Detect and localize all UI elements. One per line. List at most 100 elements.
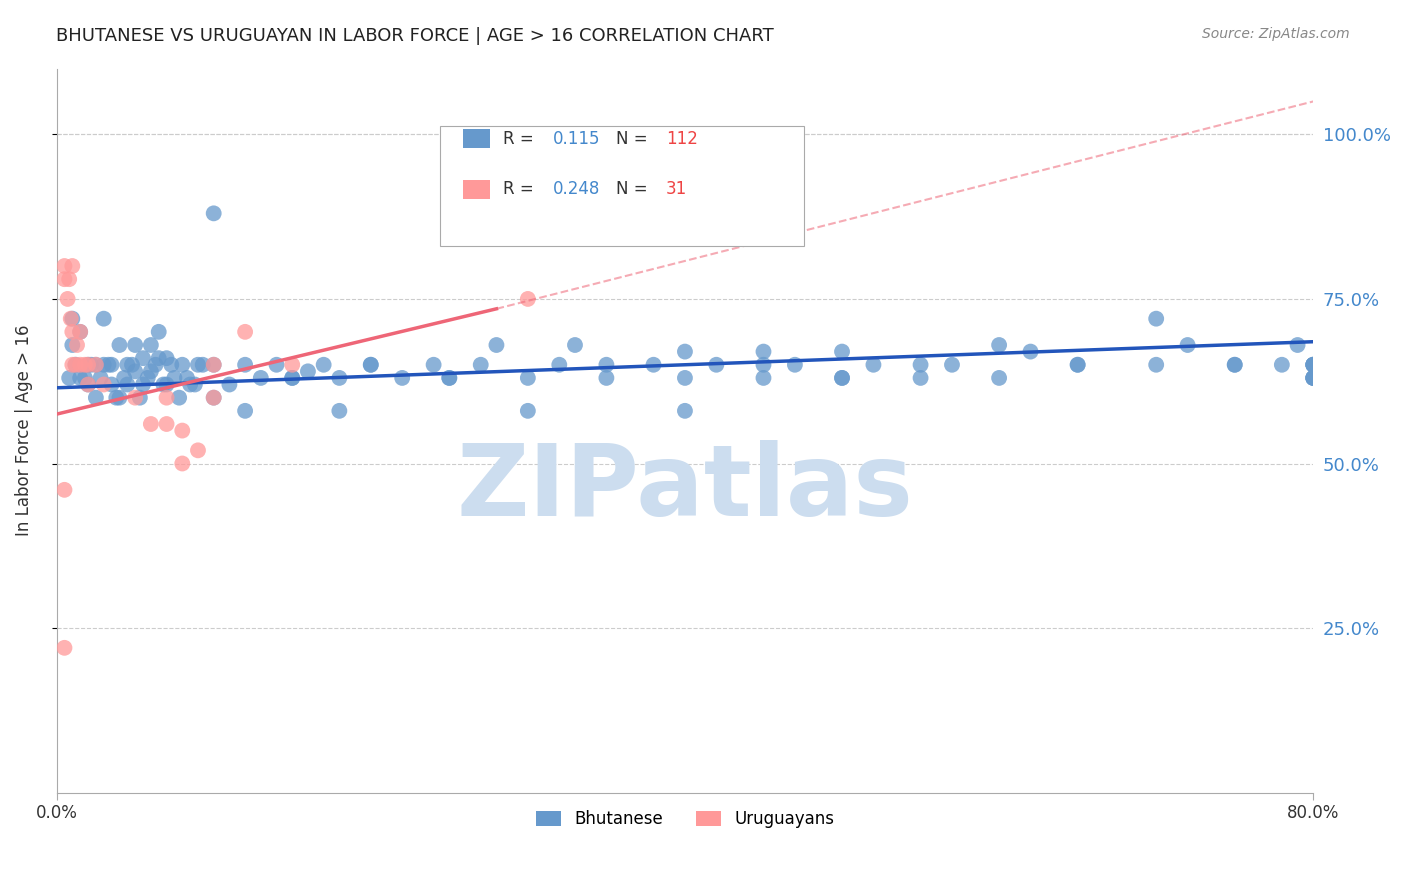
Bhutanese	[1302, 358, 1324, 372]
Bhutanese	[1271, 358, 1294, 372]
Bhutanese	[328, 371, 350, 385]
Bhutanese	[831, 371, 853, 385]
Bhutanese	[1144, 358, 1167, 372]
Bhutanese	[1223, 358, 1246, 372]
Bar	[463, 129, 491, 148]
Legend: Bhutanese, Uruguayans: Bhutanese, Uruguayans	[529, 804, 841, 835]
Bhutanese	[1302, 371, 1324, 385]
Bhutanese	[145, 358, 167, 372]
Bhutanese	[831, 344, 853, 359]
Text: 0.248: 0.248	[553, 180, 600, 198]
Bhutanese	[470, 358, 492, 372]
Uruguayans	[69, 325, 91, 339]
Bhutanese	[595, 371, 617, 385]
Uruguayans	[139, 417, 162, 431]
Bhutanese	[139, 338, 162, 352]
Bhutanese	[128, 391, 150, 405]
Bhutanese	[1177, 338, 1199, 352]
Bhutanese	[752, 358, 775, 372]
Bhutanese	[202, 391, 225, 405]
Uruguayans	[65, 358, 87, 372]
Uruguayans	[187, 443, 209, 458]
Bhutanese	[202, 206, 225, 220]
Bhutanese	[1223, 358, 1246, 372]
Bhutanese	[117, 377, 139, 392]
Uruguayans	[53, 483, 76, 497]
Uruguayans	[53, 640, 76, 655]
Bhutanese	[100, 377, 122, 392]
Bhutanese	[160, 358, 183, 372]
Bhutanese	[117, 358, 139, 372]
Bhutanese	[564, 338, 586, 352]
Bhutanese	[93, 311, 115, 326]
Uruguayans	[172, 424, 194, 438]
Bhutanese	[831, 371, 853, 385]
Uruguayans	[155, 391, 177, 405]
Text: Source: ZipAtlas.com: Source: ZipAtlas.com	[1202, 27, 1350, 41]
Bhutanese	[1066, 358, 1088, 372]
Bhutanese	[1302, 371, 1324, 385]
Text: 112: 112	[666, 129, 697, 148]
Bhutanese	[77, 377, 100, 392]
Bhutanese	[328, 404, 350, 418]
Bhutanese	[1019, 344, 1042, 359]
Bhutanese	[121, 358, 143, 372]
Bhutanese	[124, 364, 146, 378]
Text: BHUTANESE VS URUGUAYAN IN LABOR FORCE | AGE > 16 CORRELATION CHART: BHUTANESE VS URUGUAYAN IN LABOR FORCE | …	[56, 27, 773, 45]
Uruguayans	[60, 259, 83, 273]
Y-axis label: In Labor Force | Age > 16: In Labor Force | Age > 16	[15, 325, 32, 536]
Bhutanese	[60, 338, 83, 352]
Bhutanese	[136, 371, 159, 385]
Bhutanese	[202, 358, 225, 372]
Uruguayans	[59, 311, 82, 326]
Bhutanese	[179, 377, 201, 392]
Bhutanese	[988, 371, 1011, 385]
Text: N =: N =	[616, 180, 652, 198]
Bhutanese	[152, 377, 174, 392]
Bar	[463, 180, 491, 199]
Bhutanese	[97, 358, 120, 372]
Uruguayans	[516, 292, 538, 306]
Bhutanese	[112, 371, 135, 385]
Bhutanese	[673, 404, 696, 418]
Uruguayans	[77, 377, 100, 392]
Bhutanese	[148, 325, 170, 339]
Bhutanese	[90, 371, 112, 385]
Bhutanese	[485, 338, 508, 352]
Bhutanese	[516, 404, 538, 418]
Text: R =: R =	[503, 129, 538, 148]
Bhutanese	[191, 358, 214, 372]
Bhutanese	[84, 391, 107, 405]
Bhutanese	[93, 358, 115, 372]
Bhutanese	[422, 358, 444, 372]
Bhutanese	[167, 391, 190, 405]
Bhutanese	[155, 377, 177, 392]
Bhutanese	[988, 338, 1011, 352]
Bhutanese	[1302, 371, 1324, 385]
Uruguayans	[69, 358, 91, 372]
Bhutanese	[105, 391, 128, 405]
Bhutanese	[439, 371, 461, 385]
Text: 31: 31	[666, 180, 688, 198]
Bhutanese	[1302, 358, 1324, 372]
Bhutanese	[163, 371, 186, 385]
Uruguayans	[155, 417, 177, 431]
Bhutanese	[139, 364, 162, 378]
Bhutanese	[673, 371, 696, 385]
Bhutanese	[783, 358, 806, 372]
Uruguayans	[56, 292, 79, 306]
Bhutanese	[132, 377, 155, 392]
Bhutanese	[84, 358, 107, 372]
Uruguayans	[73, 358, 96, 372]
Bhutanese	[80, 358, 103, 372]
Bhutanese	[69, 371, 91, 385]
Bhutanese	[439, 371, 461, 385]
Bhutanese	[1302, 371, 1324, 385]
Bhutanese	[233, 358, 256, 372]
Bhutanese	[250, 371, 273, 385]
Uruguayans	[172, 457, 194, 471]
Uruguayans	[84, 358, 107, 372]
Bhutanese	[281, 371, 304, 385]
Bhutanese	[1066, 358, 1088, 372]
Uruguayans	[77, 358, 100, 372]
